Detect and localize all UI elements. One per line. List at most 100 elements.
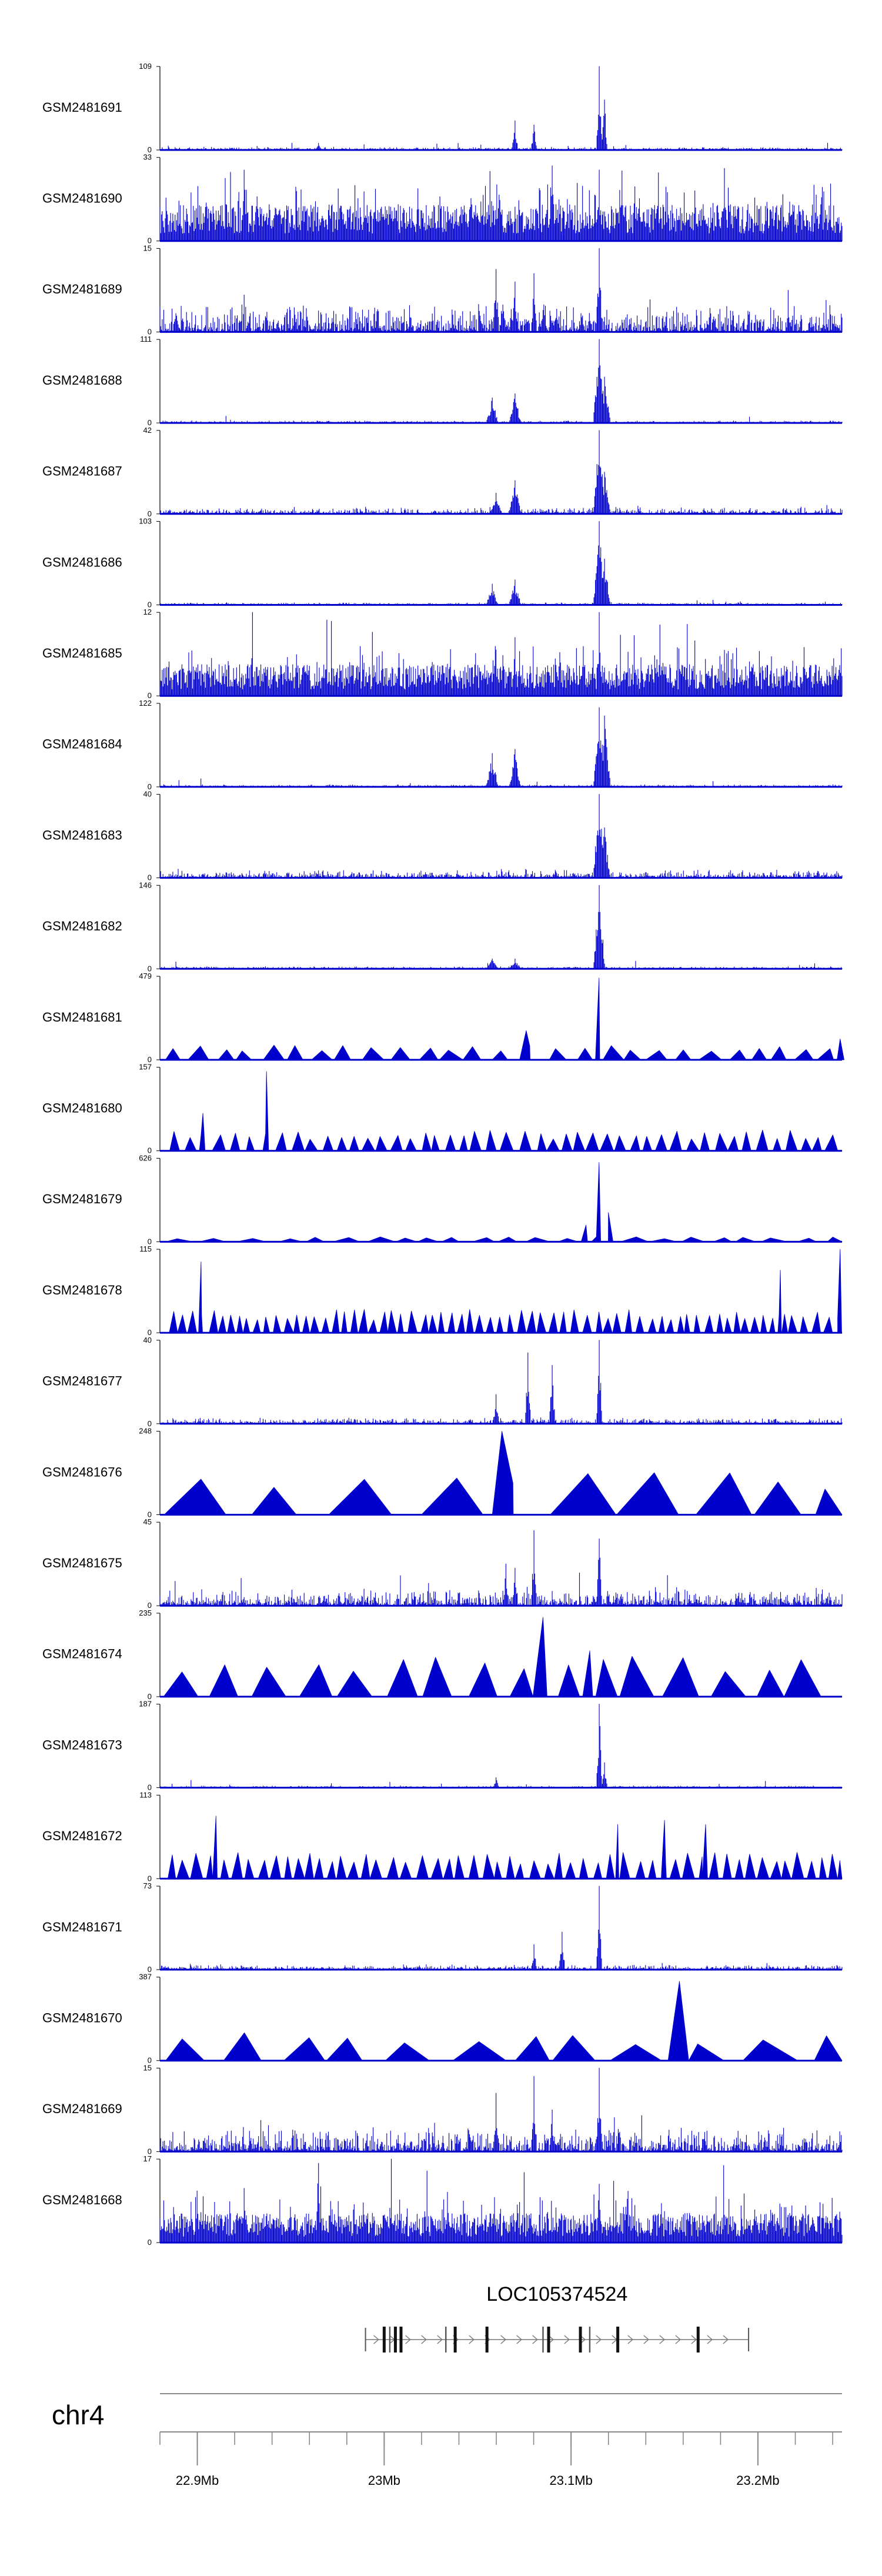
y-max-label: 17 <box>143 2154 152 2163</box>
y-max-label: 626 <box>139 1153 152 1162</box>
y-max-label: 42 <box>143 426 152 435</box>
track-label: GSM2481684 <box>42 737 122 752</box>
signal-area <box>159 612 843 696</box>
y-max-label: 45 <box>143 1517 152 1526</box>
y-max-label: 12 <box>143 608 152 616</box>
track-GSM2481668: GSM2481668 17 0 <box>42 2154 843 2247</box>
signal-area <box>159 1340 843 1424</box>
y-min-label: 0 <box>148 1055 152 1064</box>
track-GSM2481669: GSM2481669 15 0 <box>42 2063 843 2155</box>
track-label: GSM2481672 <box>42 1828 122 1843</box>
signal-area <box>159 1617 843 1697</box>
track-GSM2481677: GSM2481677 40 0 <box>42 1336 843 1428</box>
y-max-label: 146 <box>139 880 152 889</box>
y-min-label: 0 <box>148 1146 152 1155</box>
signal-area <box>159 339 843 423</box>
strand-chevron <box>723 2335 729 2344</box>
y-min-label: 0 <box>148 145 152 154</box>
y-min-label: 0 <box>148 1692 152 1701</box>
signal-area <box>159 430 843 515</box>
signal-area <box>159 1816 843 1879</box>
y-max-label: 122 <box>139 699 152 708</box>
y-max-label: 111 <box>140 335 152 343</box>
gene-exon <box>616 2327 620 2353</box>
gene-exon <box>547 2327 550 2353</box>
signal-area <box>159 707 843 788</box>
signal-area <box>159 2158 843 2243</box>
signal-area <box>159 794 843 879</box>
y-min-label: 0 <box>148 600 152 609</box>
track-label: GSM2481691 <box>42 100 122 115</box>
y-max-label: 479 <box>139 972 152 980</box>
y-min-label: 0 <box>148 1965 152 1974</box>
track-label: GSM2481682 <box>42 919 122 933</box>
track-label: GSM2481680 <box>42 1101 122 1116</box>
track-label: GSM2481676 <box>42 1464 122 1479</box>
gene-exon <box>393 2327 397 2353</box>
strand-chevron <box>373 2335 379 2344</box>
track-GSM2481676: GSM2481676 248 0 <box>42 1427 843 1519</box>
gene-exon <box>542 2327 544 2353</box>
strand-chevron <box>421 2335 427 2344</box>
y-max-label: 15 <box>143 2063 152 2072</box>
strand-chevron <box>691 2335 697 2344</box>
y-min-label: 0 <box>148 1783 152 1792</box>
track-GSM2481686: GSM2481686 103 0 <box>42 517 843 609</box>
y-max-label: 248 <box>139 1427 152 1436</box>
track-GSM2481687: GSM2481687 42 0 <box>42 426 843 518</box>
y-min-label: 0 <box>148 1601 152 1610</box>
track-label: GSM2481685 <box>42 646 122 660</box>
gene-model: LOC105374524 <box>365 2283 750 2353</box>
y-max-label: 40 <box>143 790 152 799</box>
y-max-label: 115 <box>139 1244 152 1253</box>
signal-area <box>159 885 843 969</box>
y-min-label: 0 <box>148 873 152 882</box>
track-label: GSM2481675 <box>42 1556 122 1570</box>
y-max-label: 187 <box>139 1700 152 1709</box>
track-GSM2481675: GSM2481675 45 0 <box>42 1517 843 1610</box>
y-min-label: 0 <box>148 327 152 336</box>
signal-area <box>159 520 843 606</box>
track-label: GSM2481690 <box>42 191 122 206</box>
track-label: GSM2481687 <box>42 464 122 479</box>
track-label: GSM2481678 <box>42 1283 122 1297</box>
chromosome-label: chr4 <box>52 2400 104 2430</box>
strand-chevron <box>405 2335 411 2344</box>
strand-chevron <box>675 2335 681 2344</box>
signal-area <box>159 1704 843 1788</box>
track-label: GSM2481671 <box>42 1920 122 1934</box>
track-GSM2481691: GSM2481691 109 0 <box>42 62 843 154</box>
signal-area <box>159 1431 843 1515</box>
track-label: GSM2481679 <box>42 1192 122 1206</box>
track-GSM2481683: GSM2481683 40 0 <box>42 790 843 882</box>
y-max-label: 113 <box>139 1790 152 1799</box>
track-GSM2481688: GSM2481688 111 0 <box>42 335 843 427</box>
track-label: GSM2481670 <box>42 2011 122 2026</box>
axis-tick-label: 23.1Mb <box>549 2473 592 2488</box>
y-min-label: 0 <box>148 418 152 427</box>
track-label: GSM2481669 <box>42 2101 122 2116</box>
track-label: GSM2481681 <box>42 1010 122 1025</box>
y-max-label: 109 <box>139 62 152 71</box>
track-GSM2481679: GSM2481679 626 0 <box>42 1153 843 1246</box>
signal-area <box>159 2067 843 2152</box>
strand-chevron <box>659 2335 665 2344</box>
signal-area <box>159 165 843 242</box>
y-max-label: 15 <box>143 243 152 252</box>
track-GSM2481684: GSM2481684 122 0 <box>42 699 843 791</box>
y-min-label: 0 <box>148 1328 152 1337</box>
track-GSM2481678: GSM2481678 115 0 <box>42 1244 843 1337</box>
y-max-label: 235 <box>139 1609 152 1617</box>
genome-axis: chr4 22.9Mb 23Mb 23.1Mb 23.2Mb <box>52 2393 842 2488</box>
y-max-label: 40 <box>143 1336 152 1344</box>
y-min-label: 0 <box>148 1419 152 1428</box>
y-min-label: 0 <box>148 782 152 791</box>
y-max-label: 73 <box>143 1881 152 1890</box>
track-label: GSM2481668 <box>42 2193 122 2207</box>
track-GSM2481682: GSM2481682 146 0 <box>42 880 843 973</box>
signal-area <box>159 248 843 332</box>
strand-chevron <box>469 2335 475 2344</box>
strand-chevron <box>564 2335 570 2344</box>
y-min-label: 0 <box>148 2147 152 2155</box>
